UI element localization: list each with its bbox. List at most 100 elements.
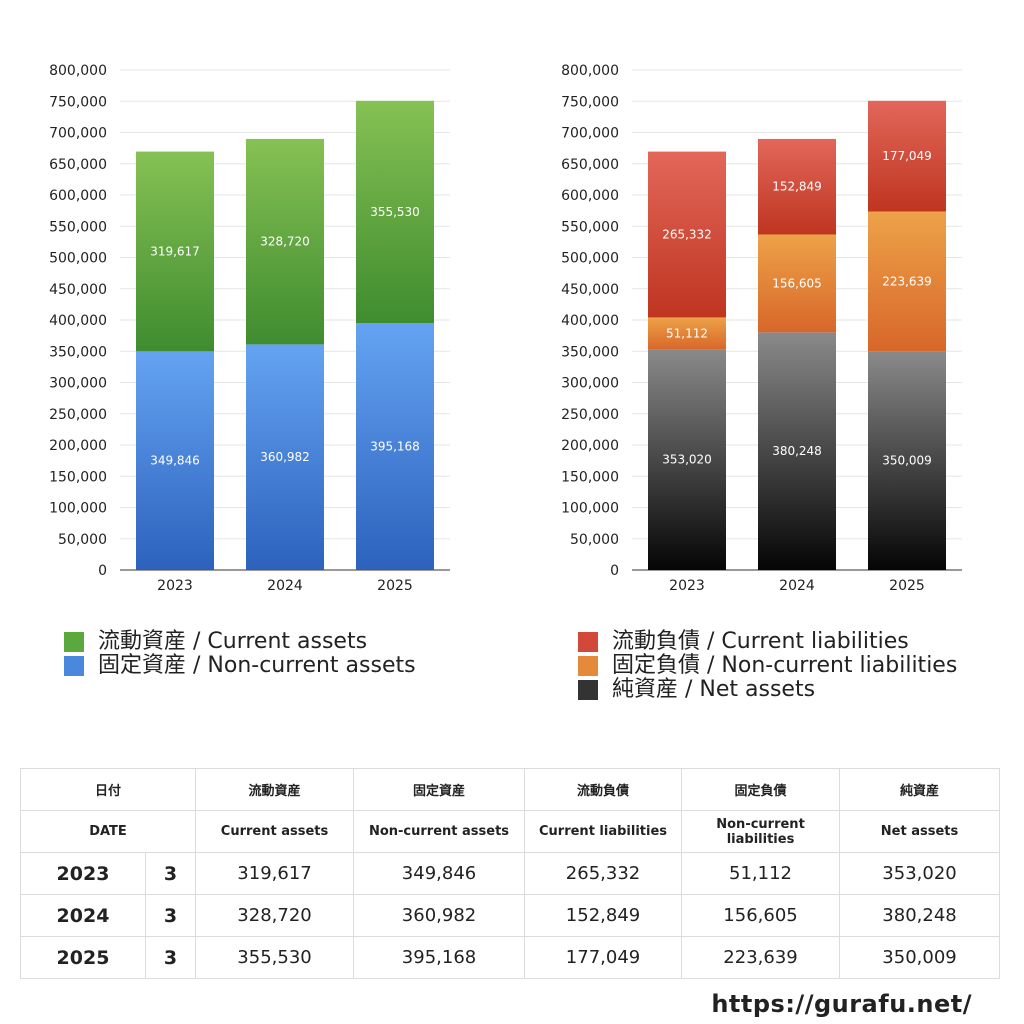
legend-item-current-liabilities: 流動負債 / Current liabilities: [578, 630, 957, 654]
y-tick-label: 450,000: [49, 282, 107, 298]
cell-non-current-assets: 349,846: [353, 852, 526, 895]
y-tick-label: 650,000: [49, 157, 107, 173]
table-row: 2025 3 355,530 395,168 177,049 223,639 3…: [20, 936, 1001, 979]
table-header-jp: 日付 流動資産 固定資産 流動負債 固定負債 純資産: [19, 768, 1001, 811]
bar-segment: [648, 317, 726, 350]
header-non-current-liabilities-jp: 固定負債: [681, 768, 841, 811]
cell-current-assets: 319,617: [195, 852, 355, 895]
cell-non-current-liabilities: 223,639: [681, 936, 841, 979]
x-tick-label: 2023: [669, 578, 705, 594]
header-current-assets-jp: 流動資産: [195, 768, 355, 811]
bar-segment: [246, 344, 324, 570]
y-tick-label: 400,000: [49, 313, 107, 329]
cell-non-current-assets: 395,168: [353, 936, 526, 979]
legend-label-current-liabilities: 流動負債 / Current liabilities: [612, 629, 909, 654]
assets-chart: 0 50,000 100,000 150,000 200,000 250,000 300,0…: [49, 63, 450, 594]
cell-net-assets: 350,009: [839, 936, 1001, 979]
data-label: 328,720: [260, 235, 310, 249]
data-label: 177,049: [882, 149, 932, 163]
header-non-current-assets-jp: 固定資産: [353, 768, 526, 811]
assets-legend: 流動資産 / Current assets 固定資産 / Non-current…: [64, 630, 416, 678]
y-tick-label: 300,000: [49, 376, 107, 392]
row-year: 2025: [20, 936, 146, 979]
data-label: 353,020: [662, 453, 712, 467]
y-tick-label: 200,000: [561, 438, 619, 454]
table-row: 2023 3 319,617 349,846 265,332 51,112 35…: [20, 852, 1001, 895]
bar-segment: [868, 100, 946, 212]
y-tick-label: 150,000: [49, 469, 107, 485]
y-tick-label: 600,000: [49, 188, 107, 204]
row-year: 2024: [20, 894, 146, 937]
site-url[interactable]: https://gurafu.net/: [711, 990, 972, 1018]
balance-sheet-table: 日付 流動資産 固定資産 流動負債 固定負債 純資産 DATE Current …: [19, 768, 1001, 979]
y-tick-label: 50,000: [58, 532, 107, 548]
header-non-current-liabilities-en: Non-current liabilities: [681, 810, 841, 853]
y-tick-label: 500,000: [561, 251, 619, 267]
cell-current-liabilities: 265,332: [524, 852, 683, 895]
cell-net-assets: 353,020: [839, 852, 1001, 895]
y-tick-label: 200,000: [49, 438, 107, 454]
y-tick-label: 700,000: [561, 126, 619, 142]
data-label: 349,846: [150, 454, 200, 468]
legend-label-current-assets: 流動資産 / Current assets: [98, 629, 368, 654]
y-tick-label: 350,000: [561, 344, 619, 360]
cell-net-assets: 380,248: [839, 894, 1001, 937]
y-tick-label: 50,000: [570, 532, 619, 548]
header-current-assets-en: Current assets: [195, 810, 355, 853]
data-label: 360,982: [260, 450, 310, 464]
y-tick-label: 150,000: [561, 469, 619, 485]
y-tick-label: 750,000: [49, 94, 107, 110]
liabilities-legend: 流動負債 / Current liabilities 固定負債 / Non-cu…: [578, 630, 957, 702]
legend-swatch-net-assets: [578, 680, 598, 700]
y-tick-label: 650,000: [561, 157, 619, 173]
cell-non-current-assets: 360,982: [353, 894, 526, 937]
legend-swatch-non-current-assets: [64, 656, 84, 676]
data-label: 380,248: [772, 444, 822, 458]
header-net-assets-jp: 純資産: [839, 768, 1001, 811]
cell-current-liabilities: 177,049: [524, 936, 683, 979]
x-tick-label: 2024: [779, 578, 815, 594]
data-label: 223,639: [882, 274, 932, 288]
bar-segment: [648, 151, 726, 318]
y-tick-label: 100,000: [561, 501, 619, 517]
data-label: 350,009: [882, 454, 932, 468]
data-label: 152,849: [772, 180, 822, 194]
header-date-jp: 日付: [19, 768, 197, 811]
liabilities-chart: 0 50,000 100,000 150,000 200,000 250,000 300,0…: [561, 63, 962, 594]
y-tick-label: 550,000: [49, 219, 107, 235]
data-label: 156,605: [772, 276, 822, 290]
y-tick-label: 500,000: [49, 251, 107, 267]
legend-swatch-current-assets: [64, 632, 84, 652]
y-tick-label: 300,000: [561, 376, 619, 392]
x-tick-label: 2025: [889, 578, 925, 594]
cell-non-current-liabilities: 156,605: [681, 894, 841, 937]
y-tick-label: 400,000: [561, 313, 619, 329]
legend-swatch-current-liabilities: [578, 632, 598, 652]
bar-segment: [758, 332, 836, 570]
y-tick-label: 350,000: [49, 344, 107, 360]
bar-segment: [758, 138, 836, 235]
bar-segment: [868, 351, 946, 570]
y-tick-label: 700,000: [49, 126, 107, 142]
header-current-liabilities-jp: 流動負債: [524, 768, 683, 811]
y-tick-label: 250,000: [561, 407, 619, 423]
data-label: 265,332: [662, 228, 712, 242]
header-net-assets-en: Net assets: [839, 810, 1001, 853]
legend-label-non-current-assets: 固定資産 / Non-current assets: [98, 653, 416, 678]
y-tick-label: 100,000: [49, 501, 107, 517]
table-row: 2024 3 328,720 360,982 152,849 156,605 3…: [20, 894, 1001, 937]
bar-segment: [356, 323, 434, 570]
row-month: 3: [144, 894, 197, 937]
bar-segment: [648, 349, 726, 570]
table-header-en: DATE Current assets Non-current assets C…: [19, 810, 1001, 853]
header-current-liabilities-en: Current liabilities: [524, 810, 683, 853]
legend-item-net-assets: 純資産 / Net assets: [578, 678, 957, 702]
legend-item-non-current-liabilities: 固定負債 / Non-current liabilities: [578, 654, 957, 678]
y-tick-label: 450,000: [561, 282, 619, 298]
y-tick-label: 0: [98, 563, 107, 579]
y-tick-label: 0: [610, 563, 619, 579]
y-tick-label: 600,000: [561, 188, 619, 204]
y-tick-label: 550,000: [561, 219, 619, 235]
legend-swatch-non-current-liabilities: [578, 656, 598, 676]
y-tick-label: 800,000: [49, 63, 107, 79]
